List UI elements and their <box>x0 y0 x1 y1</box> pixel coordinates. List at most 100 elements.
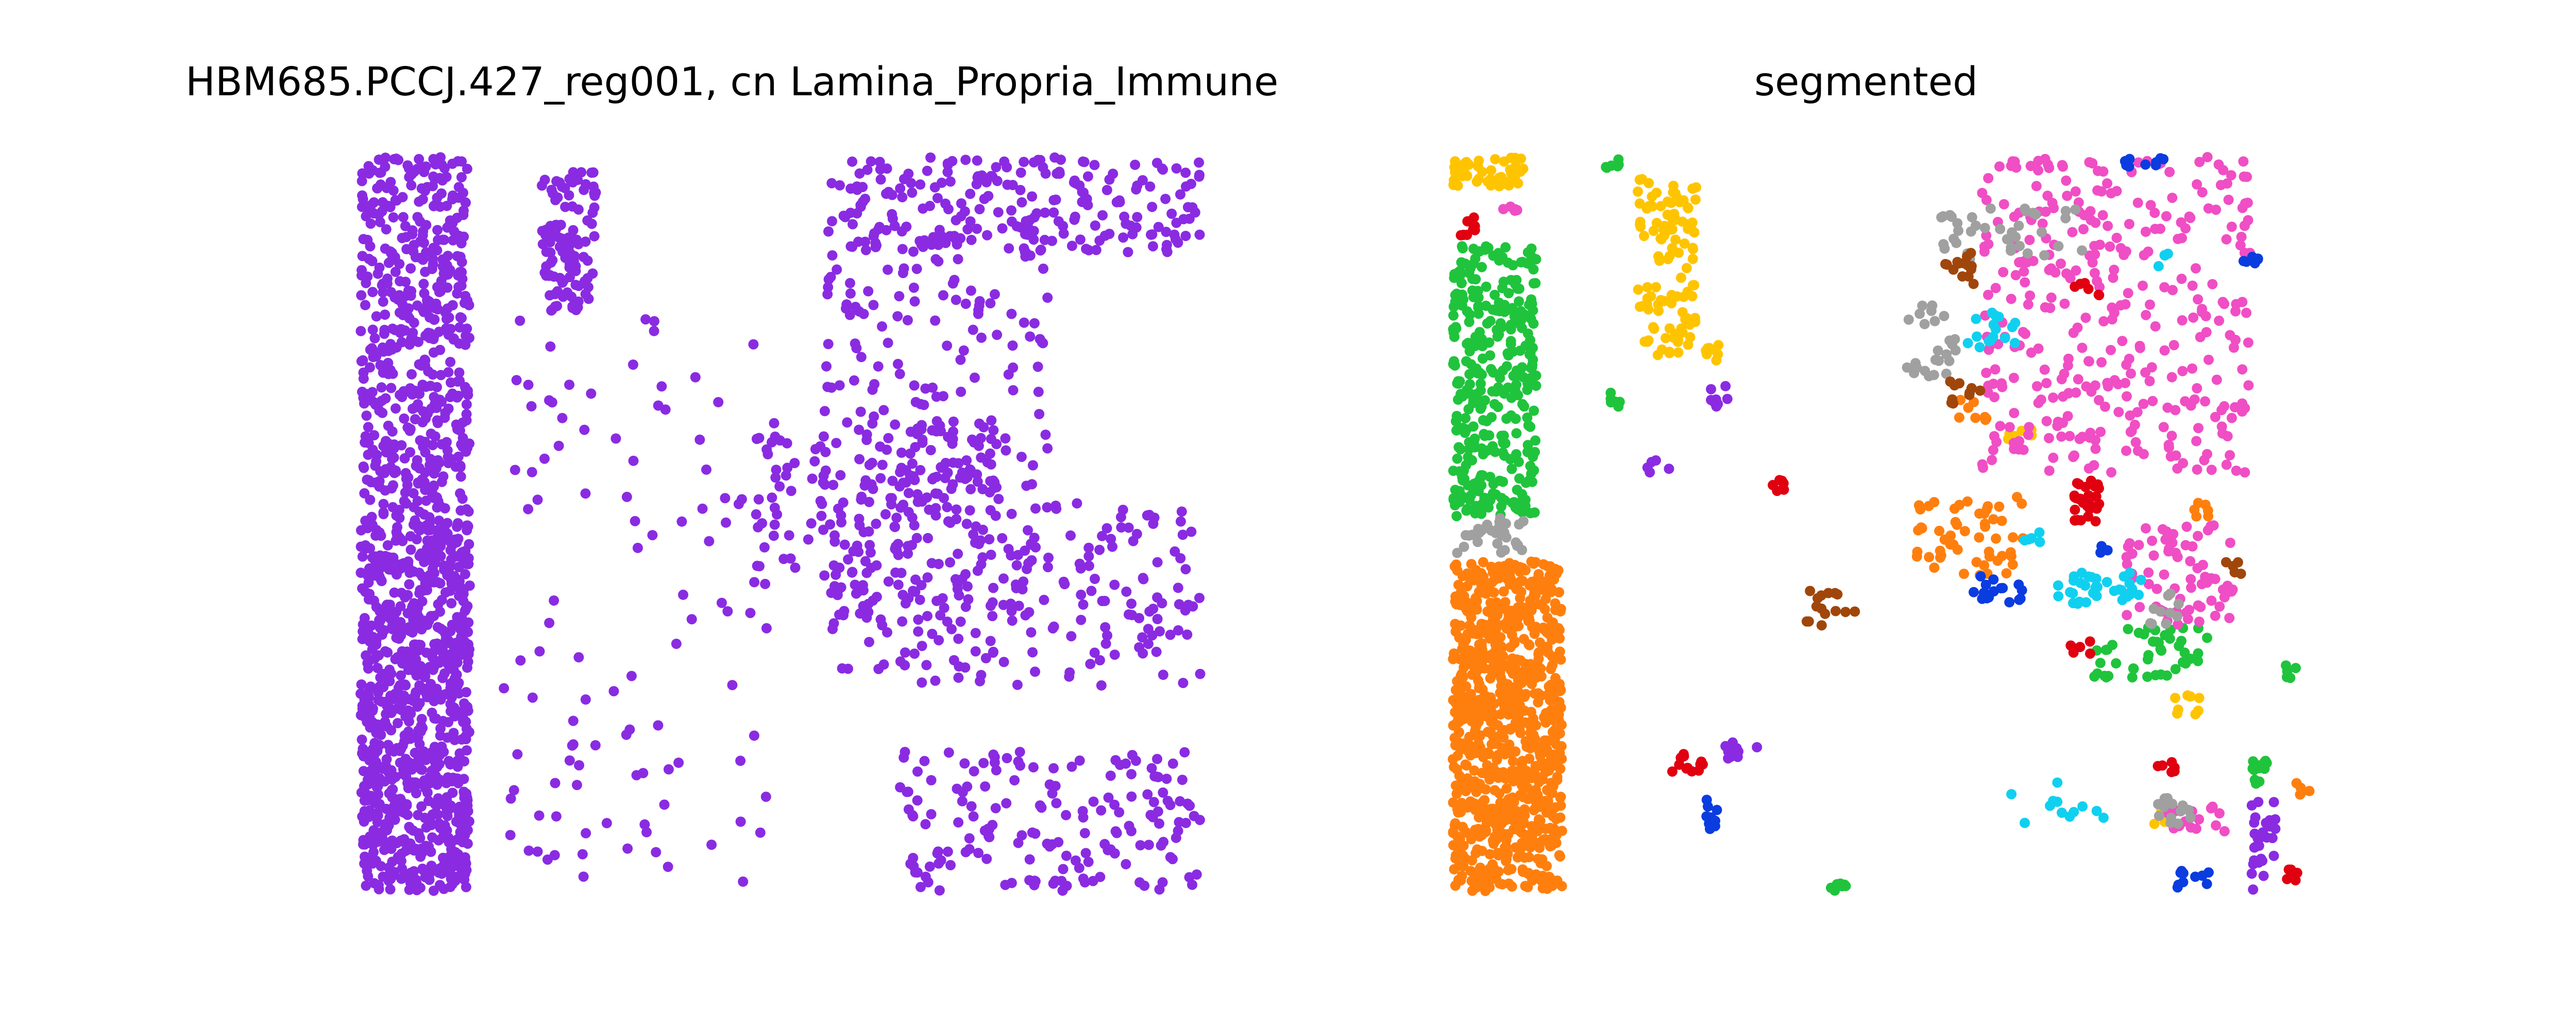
data-point <box>459 231 469 242</box>
data-point <box>2138 449 2149 459</box>
data-point <box>2024 234 2035 245</box>
data-point <box>437 254 448 265</box>
data-point <box>422 182 433 193</box>
data-point <box>1543 835 1554 846</box>
data-point <box>1469 221 1480 232</box>
data-point <box>1547 574 1557 585</box>
data-point <box>2071 265 2081 276</box>
data-point <box>2181 521 2192 532</box>
data-point <box>1454 834 1465 844</box>
data-point <box>2123 624 2133 634</box>
data-point <box>2068 598 2078 608</box>
data-point <box>1505 201 1516 212</box>
data-point <box>436 439 447 450</box>
data-point <box>1953 258 1964 269</box>
data-point <box>2221 459 2232 470</box>
data-point <box>378 509 389 520</box>
data-point <box>2048 392 2058 403</box>
data-point <box>2033 398 2044 408</box>
data-point <box>2083 284 2094 295</box>
data-point <box>1524 377 1535 388</box>
data-point <box>1448 180 1459 190</box>
data-point <box>455 462 466 473</box>
data-point <box>2018 327 2028 337</box>
data-point <box>1999 333 2010 344</box>
data-point <box>2010 317 2021 328</box>
data-point <box>367 287 378 297</box>
data-point <box>2073 374 2083 385</box>
data-point <box>2010 232 2021 243</box>
data-point <box>378 287 388 298</box>
data-point <box>1467 885 1478 896</box>
data-point <box>431 463 442 474</box>
data-point <box>428 243 439 253</box>
data-point <box>1952 520 1962 530</box>
data-point <box>1647 191 1657 202</box>
data-point <box>421 495 432 506</box>
data-point <box>2222 431 2233 441</box>
data-point <box>1450 684 1461 695</box>
data-point <box>1711 804 1722 815</box>
data-point <box>1983 173 1994 183</box>
data-point <box>1540 823 1551 834</box>
data-point <box>2022 248 2033 259</box>
data-point <box>2006 789 2017 800</box>
data-point <box>1502 679 1513 690</box>
data-point <box>2187 363 2197 374</box>
data-point <box>1507 756 1518 767</box>
data-point <box>1501 783 1512 794</box>
data-point <box>1510 808 1520 818</box>
data-point <box>446 598 457 609</box>
data-point <box>1471 176 1482 187</box>
data-point <box>1526 605 1537 616</box>
data-point <box>1477 797 1488 808</box>
data-point <box>1554 646 1565 657</box>
data-point <box>1968 279 1979 289</box>
data-point <box>2020 817 2030 828</box>
data-point <box>2170 693 2180 703</box>
data-point <box>2044 466 2055 476</box>
data-point <box>2196 579 2207 590</box>
data-point <box>1522 440 1533 451</box>
data-point <box>2111 186 2122 196</box>
data-point <box>420 437 431 447</box>
data-point <box>1449 864 1460 874</box>
data-point <box>2097 210 2108 220</box>
data-point <box>2098 812 2109 823</box>
data-point <box>2178 657 2188 667</box>
data-point <box>2143 650 2154 661</box>
data-point <box>2202 632 2212 643</box>
data-point <box>1528 264 1539 274</box>
data-point <box>2141 310 2151 320</box>
data-point <box>2169 766 2180 777</box>
data-point <box>404 313 415 324</box>
data-point <box>1450 880 1461 891</box>
data-point <box>1484 849 1495 860</box>
data-point <box>358 194 368 204</box>
data-point <box>2014 257 2025 268</box>
data-point <box>1668 180 1679 191</box>
data-point <box>2243 337 2253 348</box>
data-point <box>2083 356 2094 367</box>
data-point <box>1503 794 1514 804</box>
data-point <box>1463 480 1473 491</box>
data-point <box>396 324 406 335</box>
data-point <box>2237 398 2248 409</box>
data-point <box>2226 221 2237 232</box>
data-point <box>2241 307 2252 318</box>
data-point <box>1984 546 1994 557</box>
data-point <box>2124 219 2134 229</box>
data-point <box>435 201 446 212</box>
data-point <box>1487 835 1498 846</box>
data-point <box>2206 465 2217 475</box>
data-point <box>2224 613 2235 623</box>
data-point <box>2171 547 2181 558</box>
data-point <box>2053 241 2064 251</box>
data-point <box>405 383 416 393</box>
data-point <box>1463 598 1474 609</box>
data-point <box>1501 361 1512 372</box>
data-point <box>449 226 460 237</box>
data-point <box>1528 278 1539 289</box>
data-point <box>2046 263 2057 274</box>
data-point <box>2153 261 2164 271</box>
